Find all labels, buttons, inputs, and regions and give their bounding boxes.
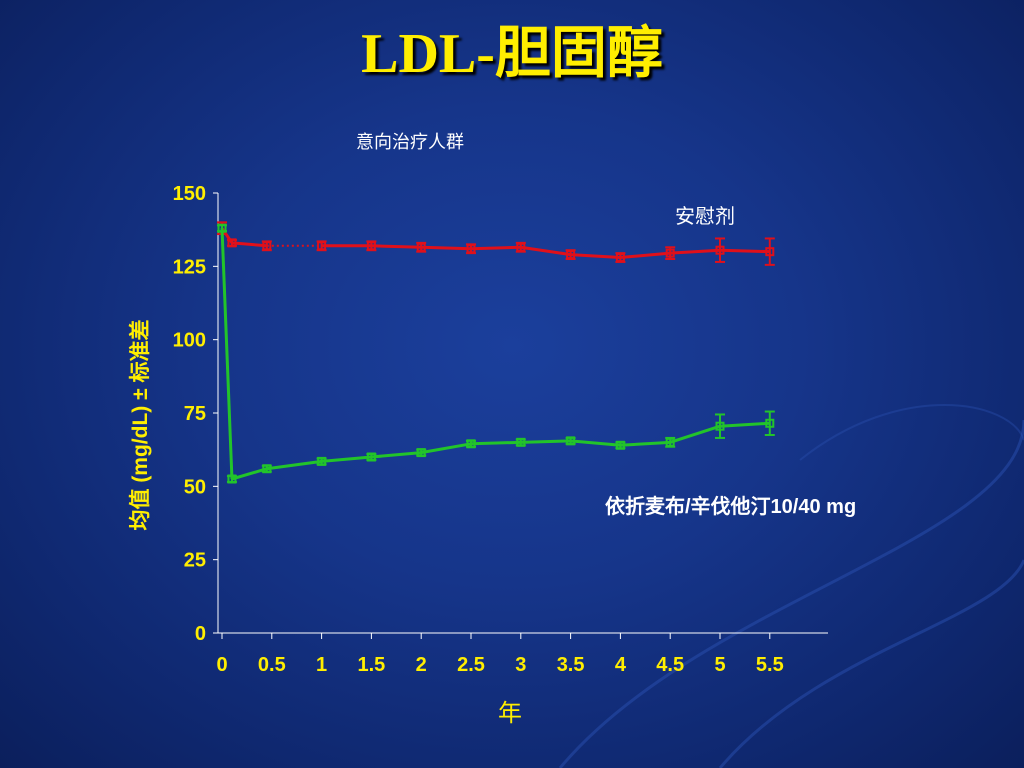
chart-subtitle: 意向治疗人群 xyxy=(356,132,464,152)
data-point-marker xyxy=(516,437,526,447)
series-line-segment xyxy=(420,442,472,455)
data-point-marker xyxy=(765,247,775,257)
series-line-segment xyxy=(421,245,472,251)
x-tick-label: 5 xyxy=(714,654,725,676)
x-tick-label: 2.5 xyxy=(457,654,485,676)
series-line-segment xyxy=(670,248,721,255)
data-point-marker xyxy=(466,244,476,254)
series-line-segment xyxy=(220,228,234,480)
data-point-marker xyxy=(715,245,725,255)
x-tick-label: 0 xyxy=(216,654,227,676)
data-point-marker xyxy=(466,439,476,449)
data-point-marker xyxy=(262,241,272,251)
data-point-marker xyxy=(765,418,775,428)
y-tick-label: 125 xyxy=(173,256,206,278)
y-tick-label: 50 xyxy=(184,476,206,498)
data-point-marker xyxy=(416,242,426,252)
slide-title: LDL-胆固醇 xyxy=(361,23,663,85)
series-line-segment xyxy=(371,244,422,249)
data-point-marker xyxy=(615,253,625,263)
series-ezetimibe-simvastatin xyxy=(217,223,775,484)
series-line-segment xyxy=(719,421,770,428)
x-tick-label: 1.5 xyxy=(357,654,385,676)
x-tick-label: 5.5 xyxy=(756,654,784,676)
data-point-marker xyxy=(317,456,327,466)
x-tick-label: 3 xyxy=(515,654,526,676)
data-point-marker xyxy=(366,452,376,462)
x-tick-label: 0.5 xyxy=(258,654,286,676)
data-point-marker xyxy=(516,242,526,252)
data-point-marker xyxy=(366,241,376,251)
series-label-placebo: 安慰剂 xyxy=(675,206,735,228)
data-point-marker xyxy=(317,241,327,251)
series-line-segment xyxy=(371,451,422,459)
series-line-segment xyxy=(719,248,770,254)
series-line-segment xyxy=(570,253,621,260)
series-line-segment xyxy=(266,459,322,471)
x-tick-label: 1 xyxy=(316,654,327,676)
data-point-marker xyxy=(566,250,576,260)
y-tick-label: 25 xyxy=(184,550,206,572)
series-line-segment xyxy=(620,251,671,260)
data-point-marker xyxy=(715,421,725,431)
series-line-segment xyxy=(470,245,521,251)
series-line-segment xyxy=(620,440,671,447)
data-point-marker xyxy=(262,464,272,474)
x-tick-label: 3.5 xyxy=(557,654,585,676)
y-tick-label: 75 xyxy=(184,403,206,425)
series-line-segment xyxy=(669,424,721,444)
x-tick-label: 2 xyxy=(416,654,427,676)
data-point-marker xyxy=(416,448,426,458)
data-point-marker xyxy=(665,248,675,258)
data-point-marker xyxy=(217,223,227,233)
x-tick-label: 4 xyxy=(615,654,627,676)
data-point-marker xyxy=(566,436,576,446)
series-line-segment xyxy=(231,241,267,248)
x-tick-label: 4.5 xyxy=(656,654,684,676)
series-line-segment xyxy=(231,467,268,481)
data-point-marker xyxy=(227,238,237,248)
data-point-marker xyxy=(615,440,625,450)
series-line-segment xyxy=(520,245,571,257)
data-point-marker xyxy=(227,474,237,484)
y-tick-label: 100 xyxy=(173,330,206,352)
x-axis-label: 年 xyxy=(498,700,522,727)
series-line-segment xyxy=(570,439,621,447)
y-tick-label: 150 xyxy=(173,183,206,205)
series-line-segment xyxy=(321,455,372,463)
series-label-ezetimibe-simvastatin: 依折麦布/辛伐他汀10/40 mg xyxy=(605,496,857,518)
series-placebo xyxy=(217,221,775,266)
series-line-segment xyxy=(470,440,521,446)
y-tick-label: 0 xyxy=(195,623,206,645)
series-line-segment xyxy=(520,439,571,444)
data-point-marker xyxy=(665,437,675,447)
